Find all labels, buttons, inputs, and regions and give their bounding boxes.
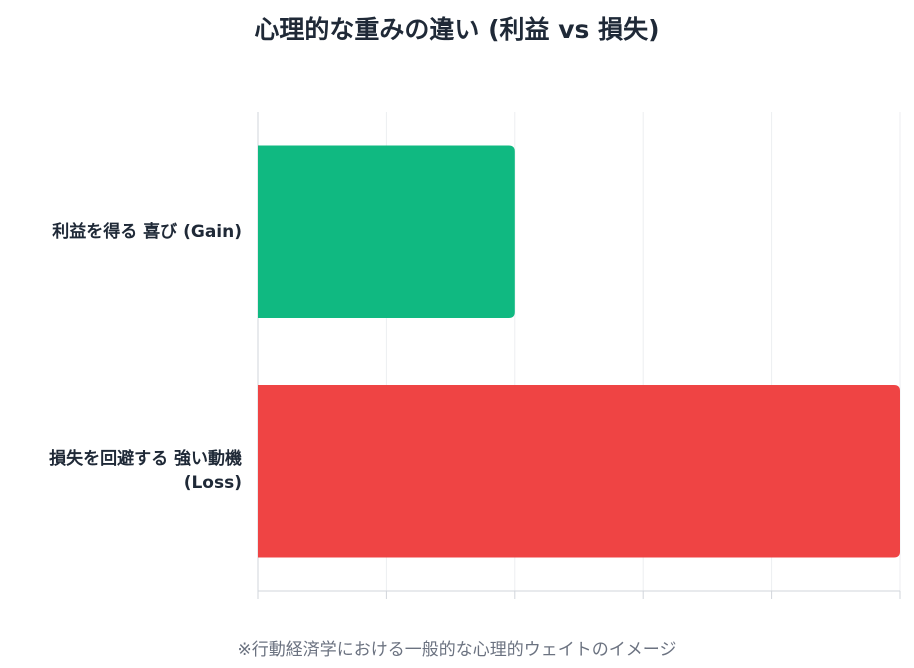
- footnote: ※行動経済学における一般的な心理的ウェイトのイメージ: [237, 640, 677, 660]
- bar-loss: [258, 385, 900, 558]
- bar-gain: [258, 145, 515, 318]
- category-label-gain: 利益を得る 喜び (Gain): [52, 221, 242, 242]
- category-label-loss: 損失を回避する 強い動機 (Loss): [49, 449, 242, 494]
- chart-title: 心理的な重みの違い (利益 vs 損失): [254, 15, 660, 44]
